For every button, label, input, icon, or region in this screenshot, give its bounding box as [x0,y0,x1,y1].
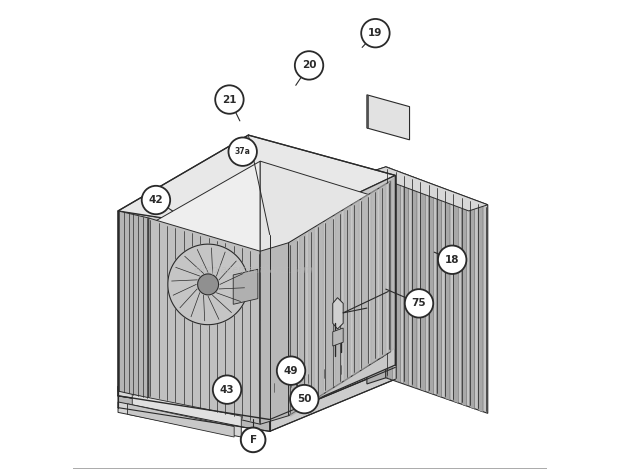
Polygon shape [118,211,149,398]
Polygon shape [367,167,386,384]
Polygon shape [388,167,392,380]
Text: 37a: 37a [235,147,250,156]
Circle shape [213,375,241,404]
Polygon shape [270,175,396,419]
Polygon shape [128,404,234,437]
Polygon shape [428,182,433,394]
Polygon shape [367,95,410,140]
Polygon shape [132,394,241,427]
Circle shape [277,356,305,385]
Polygon shape [270,367,396,431]
Text: 49: 49 [284,365,298,376]
Polygon shape [118,386,270,419]
Circle shape [215,85,244,114]
Polygon shape [470,199,475,409]
Polygon shape [118,135,396,235]
Text: 21: 21 [222,94,237,105]
Circle shape [361,19,389,47]
Polygon shape [478,201,483,412]
Circle shape [290,385,319,413]
Polygon shape [437,186,441,397]
Circle shape [405,289,433,318]
Polygon shape [118,358,396,419]
Polygon shape [333,298,343,329]
Polygon shape [367,167,488,211]
Polygon shape [420,180,425,392]
Polygon shape [272,364,343,392]
Polygon shape [445,189,450,400]
Text: F: F [250,435,257,445]
Polygon shape [118,402,241,437]
Circle shape [295,51,323,80]
Polygon shape [461,195,466,406]
Polygon shape [260,243,289,424]
Polygon shape [386,167,488,413]
Polygon shape [168,244,249,325]
Polygon shape [233,269,258,304]
Text: 19: 19 [368,28,383,38]
Circle shape [229,137,257,166]
Polygon shape [404,173,409,385]
Text: 42: 42 [149,195,163,205]
Text: eReplacementParts.com: eReplacementParts.com [193,265,313,275]
Polygon shape [333,328,343,346]
Text: 75: 75 [412,298,427,309]
Polygon shape [412,176,417,389]
Polygon shape [198,274,218,295]
Polygon shape [286,356,343,382]
Polygon shape [149,218,260,424]
Polygon shape [144,320,383,419]
Text: 20: 20 [302,60,316,71]
Polygon shape [144,161,260,386]
Text: 43: 43 [219,384,234,395]
Polygon shape [118,396,270,431]
Polygon shape [260,161,383,356]
Ellipse shape [241,428,265,452]
Polygon shape [453,192,458,403]
Polygon shape [396,170,401,383]
Polygon shape [289,181,391,416]
Polygon shape [118,211,270,419]
Text: 50: 50 [297,394,312,404]
Text: 18: 18 [445,255,459,265]
Polygon shape [367,95,368,128]
Circle shape [142,186,170,214]
Circle shape [438,246,466,274]
